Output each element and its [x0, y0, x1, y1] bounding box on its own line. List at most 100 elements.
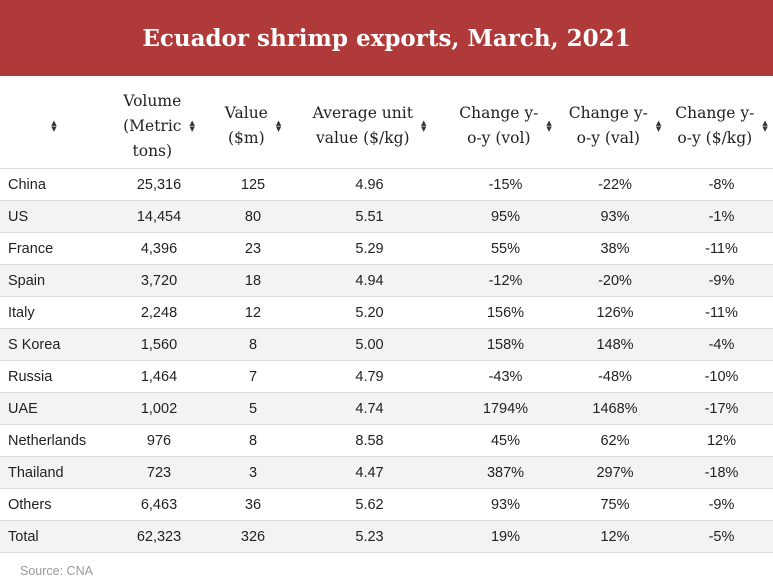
sort-up-down-icon[interactable]: ▲ ▼ — [762, 119, 768, 133]
cell-volume: 723 — [100, 456, 218, 489]
column-header-line: Average unit — [312, 104, 413, 122]
cell-change-vol: 158% — [451, 328, 560, 361]
cell-country: Spain — [0, 264, 100, 297]
cell-change-price: -9% — [670, 488, 773, 521]
cell-change-price: -4% — [670, 328, 773, 361]
cell-volume: 2,248 — [100, 296, 218, 329]
column-header-line: Volume — [123, 91, 182, 110]
cell-change-val: 126% — [560, 296, 670, 329]
column-header-label: Change y-o-y ($/kg) — [675, 101, 754, 151]
column-header-value[interactable]: Value ($m) ▲ ▼ — [218, 84, 288, 169]
column-header-label: Value ($m) — [225, 101, 268, 151]
column-header-line: Change y- — [568, 104, 648, 122]
cell-avg-unit-value: 8.58 — [288, 424, 451, 457]
cell-change-price: -1% — [670, 200, 773, 233]
cell-change-price: -11% — [670, 232, 773, 265]
cell-change-val: 148% — [560, 328, 670, 361]
cell-change-val: 75% — [560, 488, 670, 521]
cell-country: Total — [0, 520, 100, 553]
cell-value: 326 — [218, 520, 288, 553]
cell-change-price: -10% — [670, 360, 773, 393]
column-header-line: o-y (vol) — [467, 129, 531, 147]
cell-change-vol: 156% — [451, 296, 560, 329]
column-header-label: Volume (Metric tons) — [123, 89, 181, 164]
cell-country: UAE — [0, 392, 100, 425]
sort-up-down-icon[interactable]: ▲ ▼ — [51, 119, 57, 133]
cell-value: 18 — [218, 264, 288, 297]
table-row: Netherlands 976 8 8.58 45% 62% 12% — [0, 424, 773, 457]
column-header-label: Change y-o-y (vol) — [459, 101, 538, 151]
cell-avg-unit-value: 5.20 — [288, 296, 451, 329]
cell-change-vol: 387% — [451, 456, 560, 489]
cell-change-price: 12% — [670, 424, 773, 457]
cell-volume: 4,396 — [100, 232, 218, 265]
cell-volume: 1,464 — [100, 360, 218, 393]
cell-value: 36 — [218, 488, 288, 521]
column-header-line: value ($/kg) — [316, 129, 410, 147]
sort-up-down-icon[interactable]: ▲ ▼ — [189, 119, 195, 133]
cell-value: 12 — [218, 296, 288, 329]
table-row: Total 62,323 326 5.23 19% 12% -5% — [0, 520, 773, 553]
cell-volume: 6,463 — [100, 488, 218, 521]
cell-avg-unit-value: 5.51 — [288, 200, 451, 233]
cell-change-val: -22% — [560, 168, 670, 201]
exports-table: ▲ ▼ Volume (Metric tons) ▲ ▼ Value ($m) ▲ ▼ Average… — [0, 84, 773, 553]
cell-value: 7 — [218, 360, 288, 393]
source-note: Source: CNA — [20, 564, 93, 578]
column-header-line: Change y- — [675, 104, 755, 122]
sort-up-down-icon[interactable]: ▲ ▼ — [655, 119, 662, 133]
cell-change-val: 297% — [560, 456, 670, 489]
cell-volume: 3,720 — [100, 264, 218, 297]
cell-change-vol: -15% — [451, 168, 560, 201]
cell-value: 125 — [218, 168, 288, 201]
table-row: Russia 1,464 7 4.79 -43% -48% -10% — [0, 360, 773, 393]
cell-change-price: -11% — [670, 296, 773, 329]
cell-change-val: 12% — [560, 520, 670, 553]
column-header-change-val[interactable]: Change y-o-y (val) ▲ ▼ — [560, 84, 670, 169]
cell-change-vol: 95% — [451, 200, 560, 233]
cell-country: S Korea — [0, 328, 100, 361]
column-header-volume[interactable]: Volume (Metric tons) ▲ ▼ — [100, 84, 218, 169]
page-title: Ecuador shrimp exports, March, 2021 — [142, 24, 631, 52]
cell-change-vol: 55% — [451, 232, 560, 265]
cell-avg-unit-value: 4.96 — [288, 168, 451, 201]
column-header-change-vol[interactable]: Change y-o-y (vol) ▲ ▼ — [451, 84, 560, 169]
cell-change-vol: 1794% — [451, 392, 560, 425]
cell-avg-unit-value: 4.74 — [288, 392, 451, 425]
cell-volume: 976 — [100, 424, 218, 457]
cell-country: Others — [0, 488, 100, 521]
cell-avg-unit-value: 5.23 — [288, 520, 451, 553]
cell-volume: 62,323 — [100, 520, 218, 553]
cell-change-val: 38% — [560, 232, 670, 265]
column-header-line: (Metric — [123, 116, 182, 135]
column-header-change-price[interactable]: Change y-o-y ($/kg) ▲ ▼ — [670, 84, 773, 169]
cell-avg-unit-value: 5.62 — [288, 488, 451, 521]
cell-value: 5 — [218, 392, 288, 425]
table-row: UAE 1,002 5 4.74 1794% 1468% -17% — [0, 392, 773, 425]
sort-up-down-icon[interactable]: ▲ ▼ — [275, 119, 282, 133]
table-row: Others 6,463 36 5.62 93% 75% -9% — [0, 488, 773, 521]
sort-up-down-icon[interactable]: ▲ ▼ — [420, 119, 427, 133]
cell-change-price: -8% — [670, 168, 773, 201]
cell-country: China — [0, 168, 100, 201]
sort-up-down-icon[interactable]: ▲ ▼ — [546, 119, 552, 133]
table-row: Thailand 723 3 4.47 387% 297% -18% — [0, 456, 773, 489]
cell-change-price: -18% — [670, 456, 773, 489]
column-header-line: ($m) — [227, 129, 265, 147]
title-bar: Ecuador shrimp exports, March, 2021 — [0, 0, 773, 76]
table-body: China 25,316 125 4.96 -15% -22% -8% US 14,454 80 5… — [0, 168, 773, 553]
cell-volume: 1,002 — [100, 392, 218, 425]
cell-change-val: -48% — [560, 360, 670, 393]
cell-avg-unit-value: 4.47 — [288, 456, 451, 489]
column-header-avg-unit-value[interactable]: Average unit value ($/kg) ▲ ▼ — [288, 84, 451, 169]
column-header-line: o-y ($/kg) — [677, 129, 753, 147]
cell-value: 3 — [218, 456, 288, 489]
cell-change-price: -5% — [670, 520, 773, 553]
cell-change-val: 93% — [560, 200, 670, 233]
cell-country: Thailand — [0, 456, 100, 489]
table-row: S Korea 1,560 8 5.00 158% 148% -4% — [0, 328, 773, 361]
table-row: France 4,396 23 5.29 55% 38% -11% — [0, 232, 773, 265]
cell-change-vol: -12% — [451, 264, 560, 297]
column-header-country[interactable]: ▲ ▼ — [0, 84, 100, 169]
table-row: China 25,316 125 4.96 -15% -22% -8% — [0, 168, 773, 201]
